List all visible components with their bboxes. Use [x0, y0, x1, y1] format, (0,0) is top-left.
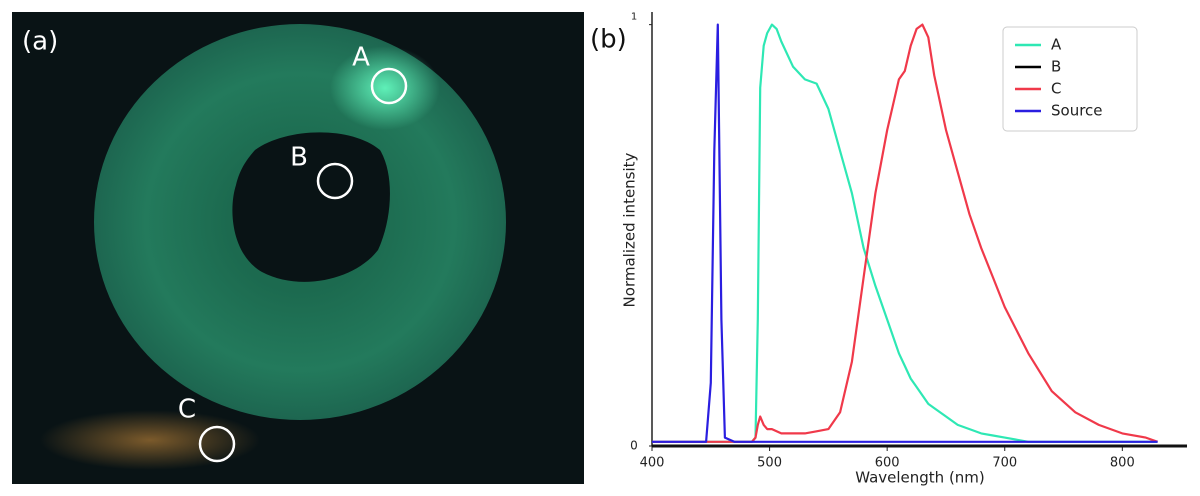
x-tick-label: 700 [992, 456, 1017, 471]
panel-label: (a) [22, 27, 58, 57]
marker-label: A [352, 43, 370, 73]
center-hole [232, 132, 390, 282]
legend-label: B [1051, 58, 1061, 76]
marker-label: B [290, 143, 308, 173]
orange-glow [40, 410, 260, 470]
x-tick-label: 500 [757, 456, 782, 471]
x-tick-label: 600 [875, 456, 900, 471]
legend-label: A [1051, 36, 1062, 54]
y-tick-label: 0 [630, 439, 638, 453]
x-axis-label: Wavelength (nm) [855, 469, 985, 487]
bright-spot [330, 46, 440, 130]
y-tick-label: 1 [631, 12, 637, 23]
panel-label: (b) [590, 25, 627, 55]
marker-circle [198, 425, 236, 463]
series-line [652, 23, 1158, 443]
legend-label: C [1051, 80, 1061, 98]
marker-label: C [178, 395, 196, 425]
marker-circle [316, 162, 354, 200]
marker-circle [370, 67, 408, 105]
x-tick-label: 400 [640, 456, 665, 471]
x-tick-label: 800 [1110, 456, 1135, 471]
photo-panel: A B C (a) [12, 12, 584, 484]
legend-label: Source [1051, 102, 1103, 120]
legend-box [1002, 26, 1138, 132]
series-line [652, 23, 1158, 443]
y-axis-label: Normalized intensity [621, 152, 639, 307]
